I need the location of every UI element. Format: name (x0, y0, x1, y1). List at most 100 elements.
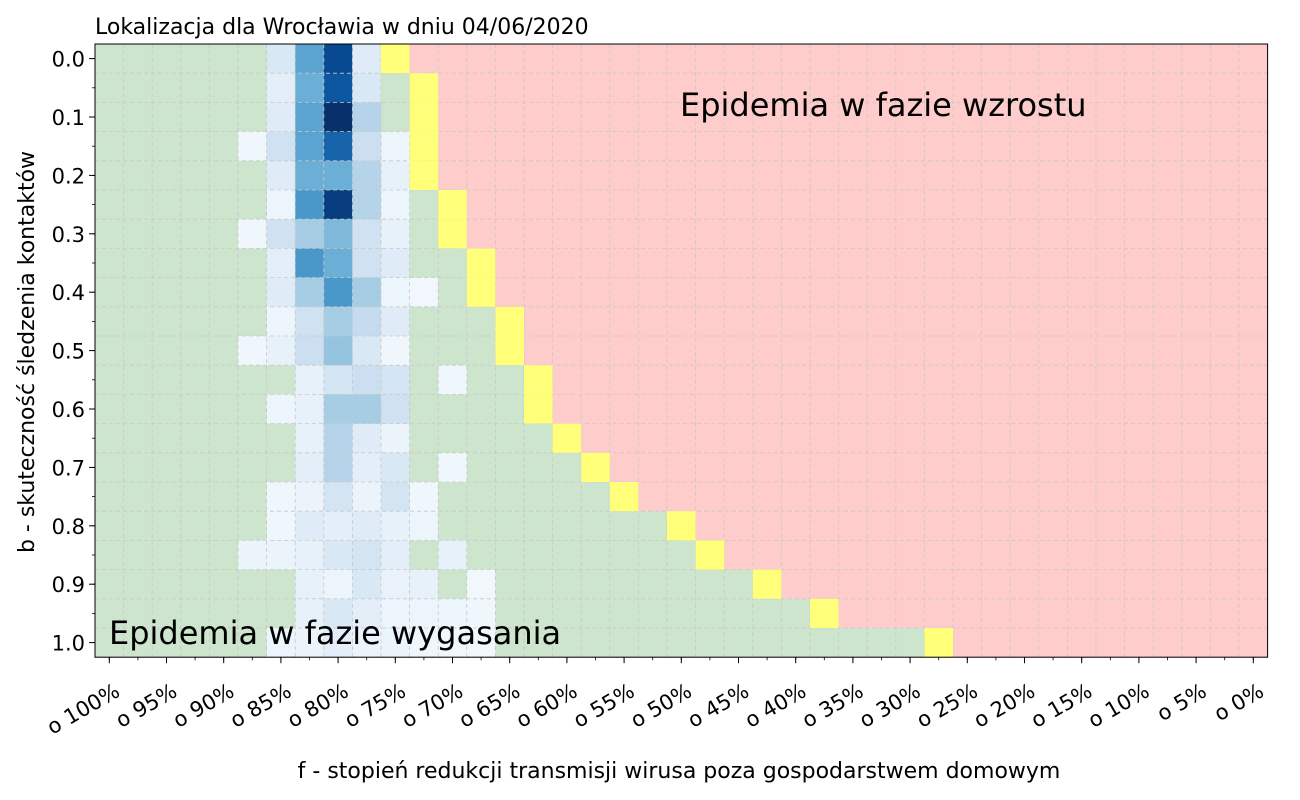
heatmap-cell (152, 540, 182, 571)
heatmap-cell (552, 73, 582, 103)
heatmap-cell (609, 394, 639, 425)
chart-title: Lokalizacja dla Wrocławia w dniu 04/06/2… (95, 15, 589, 40)
heatmap-cell (1010, 628, 1040, 658)
heatmap-cell (867, 102, 897, 133)
heatmap-cell (323, 131, 353, 162)
x-tick-label: o 40% (741, 679, 810, 733)
grid-lines (94, 43, 1268, 658)
heatmap-cell (1210, 160, 1240, 191)
heatmap-cell (1239, 394, 1269, 425)
heatmap-cell (1239, 365, 1269, 395)
heatmap-cell (1010, 160, 1040, 191)
heatmap-cell (810, 336, 840, 366)
heatmap-cell (581, 365, 611, 395)
heatmap-cell (838, 482, 868, 512)
heatmap-cell (1239, 336, 1269, 366)
heatmap-cell (924, 511, 954, 541)
heatmap-cell (924, 190, 954, 220)
boundary-cell (409, 102, 439, 132)
heatmap-cell (209, 540, 239, 571)
heatmap-cell (695, 394, 725, 425)
heatmap-cell (552, 190, 582, 220)
heatmap-cell (781, 336, 811, 366)
heatmap-cell (409, 336, 439, 366)
heatmap-cell (638, 511, 668, 541)
boundary-cell (524, 394, 553, 424)
heatmap-cell (895, 219, 925, 249)
boundary-cell (409, 73, 439, 103)
heatmap-cell (838, 73, 868, 103)
heatmap-cell (266, 394, 296, 425)
heatmap-cell (152, 277, 182, 308)
heatmap-cell (352, 628, 382, 658)
heatmap-cell (95, 306, 125, 337)
heatmap-cell (381, 248, 411, 279)
heatmap-cell (924, 394, 954, 425)
x-tick-label: o 65% (455, 679, 524, 733)
heatmap-cell (209, 452, 239, 483)
heatmap-cell (123, 423, 153, 454)
heatmap-cell (1153, 452, 1183, 483)
heatmap-cell (352, 131, 382, 162)
heatmap-cell (1210, 131, 1240, 162)
heatmap-cell (924, 160, 954, 191)
heatmap-cell (1181, 336, 1211, 366)
heatmap-cell (466, 452, 496, 483)
heatmap-cell (867, 452, 897, 483)
heatmap-cell (152, 190, 182, 220)
heatmap-cell (895, 423, 925, 454)
heatmap-cell (724, 394, 754, 425)
heatmap-cell (1181, 306, 1211, 337)
heatmap-cell (953, 569, 983, 600)
heatmap-cell (409, 219, 439, 249)
heatmap-cell (867, 365, 897, 395)
heatmap-cell (1096, 511, 1126, 541)
heatmap-cell (1067, 394, 1097, 425)
heatmap-cell (1038, 365, 1068, 395)
heatmap-cell (1010, 365, 1040, 395)
heatmap-cell (495, 482, 525, 512)
heatmap-cell (1210, 336, 1240, 366)
heatmap-cell (495, 219, 525, 249)
heatmap-cell (295, 44, 325, 74)
heatmap-cell (981, 336, 1011, 366)
heatmap-cell (667, 160, 697, 191)
heatmap-cell (552, 394, 582, 425)
heatmap-cell (1096, 365, 1126, 395)
heatmap-cell (667, 598, 697, 629)
heatmap-cell (1010, 452, 1040, 483)
heatmap-cell (1239, 482, 1269, 512)
heatmap-cell (581, 160, 611, 191)
heatmap-cell (524, 73, 554, 103)
heatmap-cell (552, 102, 582, 133)
heatmap-cell (1096, 394, 1126, 425)
heatmap-cell (295, 482, 325, 512)
heatmap-cell (266, 190, 296, 220)
heatmap-cell (495, 102, 525, 133)
heatmap-cell (180, 540, 210, 571)
heatmap-cell (1096, 219, 1126, 249)
heatmap-cell (1210, 423, 1240, 454)
heatmap-cell (152, 160, 182, 191)
y-tick-label: 0.5 (52, 340, 85, 364)
heatmap-cell (781, 394, 811, 425)
heatmap-cell (1096, 452, 1126, 483)
heatmap-cell (838, 44, 868, 74)
heatmap-cell (1010, 306, 1040, 337)
heatmap-cell (438, 102, 468, 133)
heatmap-cell (1067, 511, 1097, 541)
heatmap-cell (1210, 569, 1240, 600)
heatmap-cell (1153, 394, 1183, 425)
heatmap-cell (1038, 482, 1068, 512)
heatmap-cell (352, 73, 382, 103)
x-tick-label: o 95% (112, 679, 181, 733)
heatmap-cell (609, 598, 639, 629)
heatmap-cell (524, 569, 554, 600)
heatmap-cell (1038, 248, 1068, 279)
heatmap-cell (524, 598, 554, 629)
heatmap-cell (867, 131, 897, 162)
heatmap-cell (323, 160, 353, 191)
heatmap-cell (1010, 73, 1040, 103)
heatmap-cell (953, 540, 983, 571)
heatmap-cell (1038, 452, 1068, 483)
